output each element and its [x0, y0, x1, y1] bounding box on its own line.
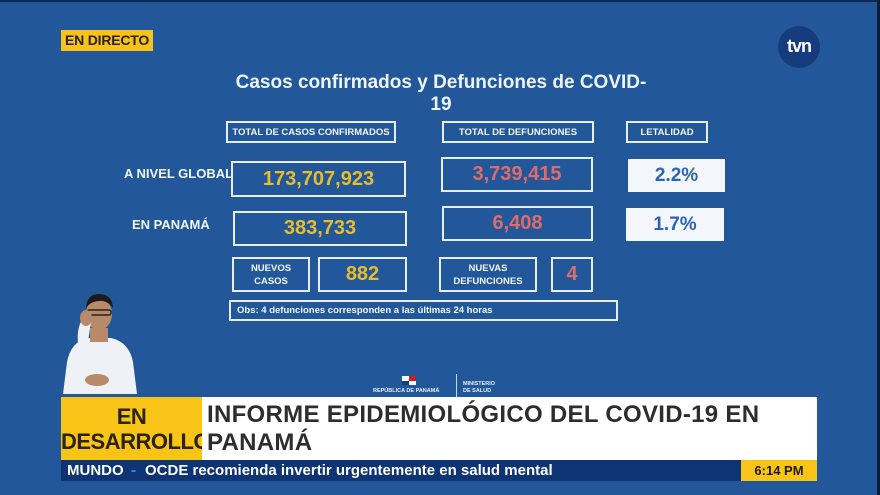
- global-cases-value: 173,707,923: [231, 161, 406, 197]
- panama-deaths-value: 6,408: [442, 206, 593, 241]
- header-total-cases-label: TOTAL DE CASOS CONFIRMADOS: [232, 126, 390, 138]
- ticker-text: OCDE recomienda invertir urgentemente en…: [145, 462, 553, 479]
- row-label-global: A NIVEL GLOBAL: [124, 166, 234, 181]
- ministry-label: MINISTERIO DE SALUD: [463, 381, 495, 395]
- footer-divider: [456, 374, 457, 398]
- header-total-deaths: TOTAL DE DEFUNCIONES: [442, 121, 594, 143]
- ministry-footer: REPÚBLICA DE PANAMÁ MINISTERIO DE SALUD: [368, 372, 518, 400]
- new-cases-label: NUEVOS CASOS: [232, 257, 310, 292]
- top-border: [0, 0, 880, 2]
- clock: 6:14 PM: [741, 460, 817, 481]
- tag-line1: EN: [116, 403, 147, 429]
- global-lethality-value: 2.2%: [628, 159, 725, 192]
- interpreter-figure-icon: [63, 294, 137, 394]
- new-deaths-value: 4: [551, 257, 593, 292]
- row-label-panama: EN PANAMÁ: [132, 217, 210, 232]
- global-deaths-value: 3,739,415: [441, 157, 593, 192]
- new-deaths-label-line1: NUEVAS: [468, 262, 508, 274]
- panama-cases-value: 383,733: [233, 211, 407, 246]
- panama-lethality-value: 1.7%: [626, 208, 724, 241]
- header-total-deaths-label: TOTAL DE DEFUNCIONES: [458, 126, 578, 138]
- new-deaths-text: 4: [566, 263, 578, 285]
- panama-flag-icon: [402, 376, 416, 385]
- header-lethality: LETALIDAD: [626, 121, 708, 143]
- global-cases-text: 173,707,923: [262, 167, 375, 190]
- global-deaths-text: 3,739,415: [472, 163, 562, 185]
- new-deaths-label-line2: DEFUNCIONES: [453, 275, 523, 287]
- tvn-logo-icon: tvn: [778, 26, 820, 68]
- ministry-line1: MINISTERIO: [463, 381, 496, 387]
- panama-deaths-text: 6,408: [492, 212, 543, 234]
- ticker-section: MUNDO: [67, 462, 124, 479]
- new-cases-label-line2: CASOS: [254, 275, 288, 287]
- ministry-line2: DE SALUD: [463, 388, 492, 394]
- header-total-cases: TOTAL DE CASOS CONFIRMADOS: [226, 121, 396, 143]
- new-cases-value: 882: [318, 257, 407, 292]
- in-development-tag: EN DESARROLLO: [61, 397, 211, 460]
- new-deaths-label: NUEVAS DEFUNCIONES: [439, 257, 537, 292]
- new-cases-text: 882: [345, 263, 380, 285]
- observation-note: Obs: 4 defunciones corresponden a las úl…: [229, 300, 618, 321]
- panama-cases-text: 383,733: [283, 217, 357, 239]
- sign-language-interpreter: [57, 290, 141, 394]
- slide-title: Casos confirmados y Defunciones de COVID…: [235, 72, 647, 115]
- tag-line2: DESARROLLO: [61, 428, 211, 454]
- ticker-separator: -: [131, 462, 136, 479]
- headline-line2: PANAMÁ: [207, 429, 313, 456]
- global-lethality-text: 2.2%: [654, 164, 699, 186]
- observation-text: Obs: 4 defunciones corresponden a las úl…: [237, 305, 493, 316]
- panama-lethality-text: 1.7%: [653, 213, 697, 235]
- lower-third: EN DESARROLLO INFORME EPIDEMIOLÓGICO DEL…: [61, 397, 817, 460]
- new-cases-label-line1: NUEVOS: [250, 262, 292, 274]
- right-border: [877, 0, 880, 495]
- live-badge: EN DIRECTO: [61, 30, 154, 51]
- news-ticker: MUNDO - OCDE recomienda invertir urgente…: [61, 460, 817, 481]
- headline: INFORME EPIDEMIOLÓGICO DEL COVID-19 EN P…: [202, 397, 817, 460]
- headline-line1: INFORME EPIDEMIOLÓGICO DEL COVID-19 EN: [207, 401, 760, 428]
- republic-label: REPÚBLICA DE PANAMÁ: [373, 388, 440, 394]
- header-lethality-label: LETALIDAD: [640, 126, 694, 138]
